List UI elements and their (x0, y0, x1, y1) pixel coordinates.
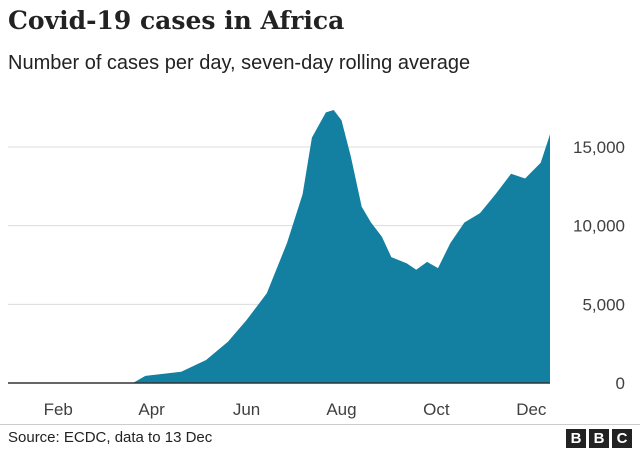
chart: 0 5,000 10,000 15,000 Feb Apr Jun Aug Oct Dec (8, 110, 625, 419)
x-tick-label: Apr (138, 400, 165, 419)
chart-subtitle: Number of cases per day, seven-day rolli… (8, 52, 471, 74)
logo-letter: B (566, 429, 586, 448)
logo-letter: B (589, 429, 609, 448)
bbc-logo: B B C (566, 429, 632, 448)
x-tick-label: Dec (516, 400, 547, 419)
y-tick-label: 15,000 (573, 138, 625, 157)
x-tick-label: Feb (44, 400, 73, 419)
x-tick-label: Oct (423, 400, 450, 419)
footer-divider (0, 424, 640, 425)
logo-letter: C (612, 429, 632, 448)
x-tick-label: Jun (233, 400, 260, 419)
chart-title: Covid-19 cases in Africa (8, 6, 345, 35)
area-series (10, 110, 550, 383)
y-tick-label: 10,000 (573, 217, 625, 236)
y-tick-label: 0 (616, 374, 625, 393)
y-tick-label: 5,000 (582, 295, 625, 314)
source-note: Source: ECDC, data to 13 Dec (8, 429, 213, 446)
x-tick-label: Aug (326, 400, 356, 419)
